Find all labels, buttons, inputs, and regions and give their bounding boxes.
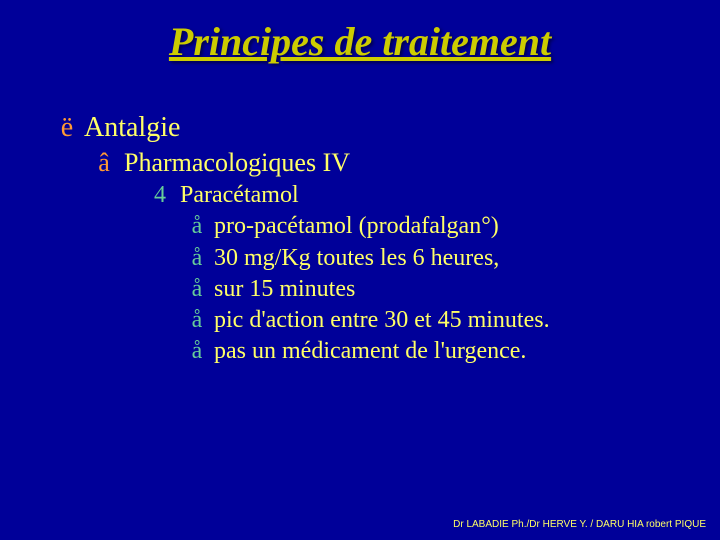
list-item: 4 Paracétamol [50, 180, 550, 211]
title-text: Principes de traitement [169, 19, 551, 64]
item-l3-text: Paracétamol [180, 180, 550, 211]
item-l4-text: sur 15 minutes [214, 274, 550, 305]
item-l1-text: Antalgie [84, 110, 550, 146]
list-item: ë Antalgie [50, 110, 550, 146]
content-body: ë Antalgie â Pharmacologiques IV 4 Parac… [50, 110, 550, 367]
bullet-l2-icon: â [84, 146, 124, 180]
list-item: å sur 15 minutes [50, 274, 550, 305]
item-l4-text: 30 mg/Kg toutes les 6 heures, [214, 243, 550, 274]
slide: Principes de traitement ë Antalgie â Pha… [0, 0, 720, 540]
item-l4-text: pro-pacétamol (prodafalgan°) [214, 211, 550, 242]
bullet-l4-icon: å [180, 211, 214, 242]
list-item: å pic d'action entre 30 et 45 minutes. [50, 305, 550, 336]
item-l2-text: Pharmacologiques IV [124, 146, 550, 180]
list-item: å pro-pacétamol (prodafalgan°) [50, 211, 550, 242]
bullet-l4-icon: å [180, 305, 214, 336]
bullet-l4-icon: å [180, 243, 214, 274]
item-l4-text: pic d'action entre 30 et 45 minutes. [214, 305, 550, 336]
bullet-l3-icon: 4 [140, 180, 180, 211]
slide-title: Principes de traitement [0, 18, 720, 65]
item-l4-text: pas un médicament de l'urgence. [214, 336, 550, 367]
footer-credits: Dr LABADIE Ph./Dr HERVE Y. / DARU HIA ro… [453, 519, 706, 530]
bullet-l4-icon: å [180, 274, 214, 305]
list-item: å 30 mg/Kg toutes les 6 heures, [50, 243, 550, 274]
bullet-l1-icon: ë [50, 110, 84, 146]
list-item: â Pharmacologiques IV [50, 146, 550, 180]
list-item: å pas un médicament de l'urgence. [50, 336, 550, 367]
bullet-l4-icon: å [180, 336, 214, 367]
